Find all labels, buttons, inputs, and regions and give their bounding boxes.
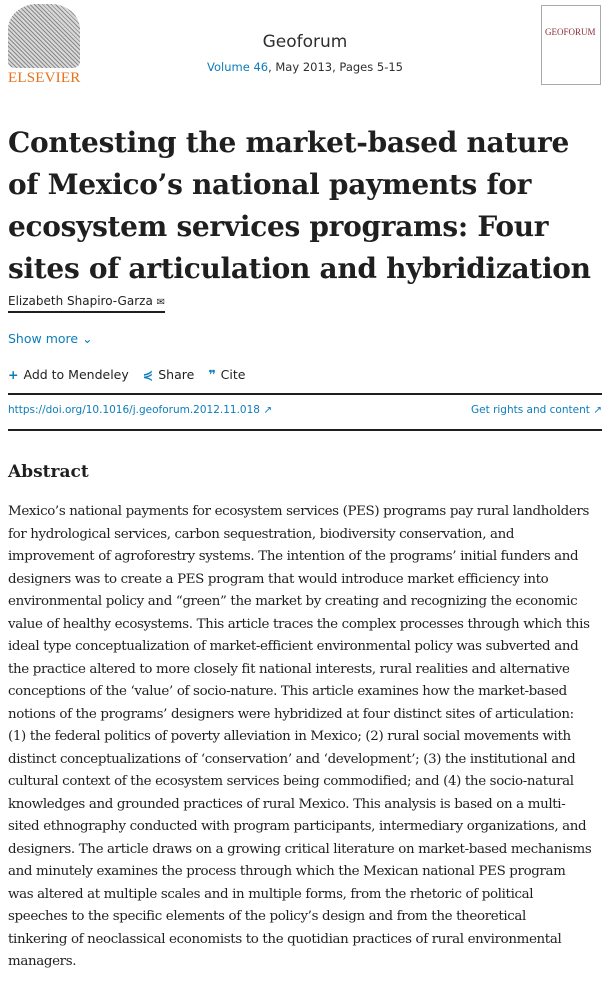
add-to-mendeley-button[interactable]: + Add to Mendeley [8,367,129,382]
abstract-line: cultural context of the ecosystem servic… [8,774,574,789]
divider [8,393,602,395]
cite-button[interactable]: ❞ Cite [208,367,245,382]
abstract-line: designers was to create a PES program th… [8,571,549,587]
quote-icon: ❞ [208,367,216,382]
volume-info: Volume 46, May 2013, Pages 5-15 [0,60,610,74]
external-link-icon: ↗ [263,404,273,416]
get-rights-link[interactable]: Get rights and content ↗ [471,404,602,416]
email-icon: ✉ [156,297,166,308]
elsevier-wordmark: ELSEVIER [8,70,81,86]
abstract-line: for hydrological services, carbon seques… [8,526,515,542]
doi-text: https://doi.org/10.1016/j.geoforum.2012.… [8,404,260,416]
abstract-line: sited ethnography conducted with program… [8,819,587,834]
article-title: Contesting the market-based nature of Me… [8,126,591,285]
doi-link[interactable]: https://doi.org/10.1016/j.geoforum.2012.… [8,404,272,416]
abstract-line: knowledges and grounded practices of rur… [8,796,566,812]
abstract-line: speeches to the specific elements of the… [8,909,526,924]
chevron-down-icon: ⌄ [82,331,93,346]
rights-text: Get rights and content [471,404,590,416]
abstract-line: tinkering of neoclassical economists to … [8,931,562,947]
journal-cover-image[interactable]: GEOFORUM [541,5,601,85]
elsevier-logo[interactable]: ELSEVIER [8,4,80,86]
external-link-icon: ↗ [593,404,602,416]
abstract-line: the practice altered to more closely fit… [8,661,570,677]
share-label: Share [158,367,195,382]
share-icon: ⋞ [142,367,154,382]
abstract-line: environmental policy and “green” the mar… [8,594,578,609]
abstract-line: notions of the programs’ designers were … [8,706,574,722]
journal-title[interactable]: Geoforum [262,32,348,52]
abstract-line: designers. The article draws on a growin… [8,841,592,857]
issue-info: , May 2013, Pages 5-15 [268,60,403,74]
divider [8,429,602,431]
show-more-label: Show more [8,331,79,346]
show-more-button[interactable]: Show more ⌄ [8,331,93,346]
abstract-line: and minutely examines the process throug… [8,864,566,879]
cover-title: GEOFORUM [545,27,596,37]
tree-logo-icon [8,4,80,68]
author-link[interactable]: Elizabeth Shapiro-Garza ✉ [8,294,166,313]
abstract-line: distinct conceptualizations of ‘conserva… [8,751,576,767]
share-button[interactable]: ⋞ Share [143,367,195,382]
abstract-line: value of healthy ecosystems. This articl… [8,616,590,632]
volume-link[interactable]: Volume 46 [207,60,269,74]
abstract-heading: Abstract [8,462,89,482]
mendeley-label: Add to Mendeley [23,367,129,382]
author-name: Elizabeth Shapiro-Garza [8,294,153,308]
article-actions: + Add to Mendeley ⋞ Share ❞ Cite [8,367,245,382]
abstract-line: (1) the federal politics of poverty alle… [8,729,571,744]
abstract-line: conceptions of the ‘value’ of socio-natu… [8,684,567,699]
plus-icon: + [8,367,19,382]
abstract-line: managers. [8,954,77,969]
cite-label: Cite [220,367,246,382]
abstract-text: Mexico’s national payments for ecosystem… [8,501,608,974]
abstract-line: ideal type conceptualization of market-e… [8,639,579,654]
abstract-line: Mexico’s national payments for ecosystem… [8,504,590,519]
abstract-line: improvement of agroforestry systems. The… [8,549,579,564]
abstract-line: was altered at multiple scales and in mu… [8,886,534,902]
